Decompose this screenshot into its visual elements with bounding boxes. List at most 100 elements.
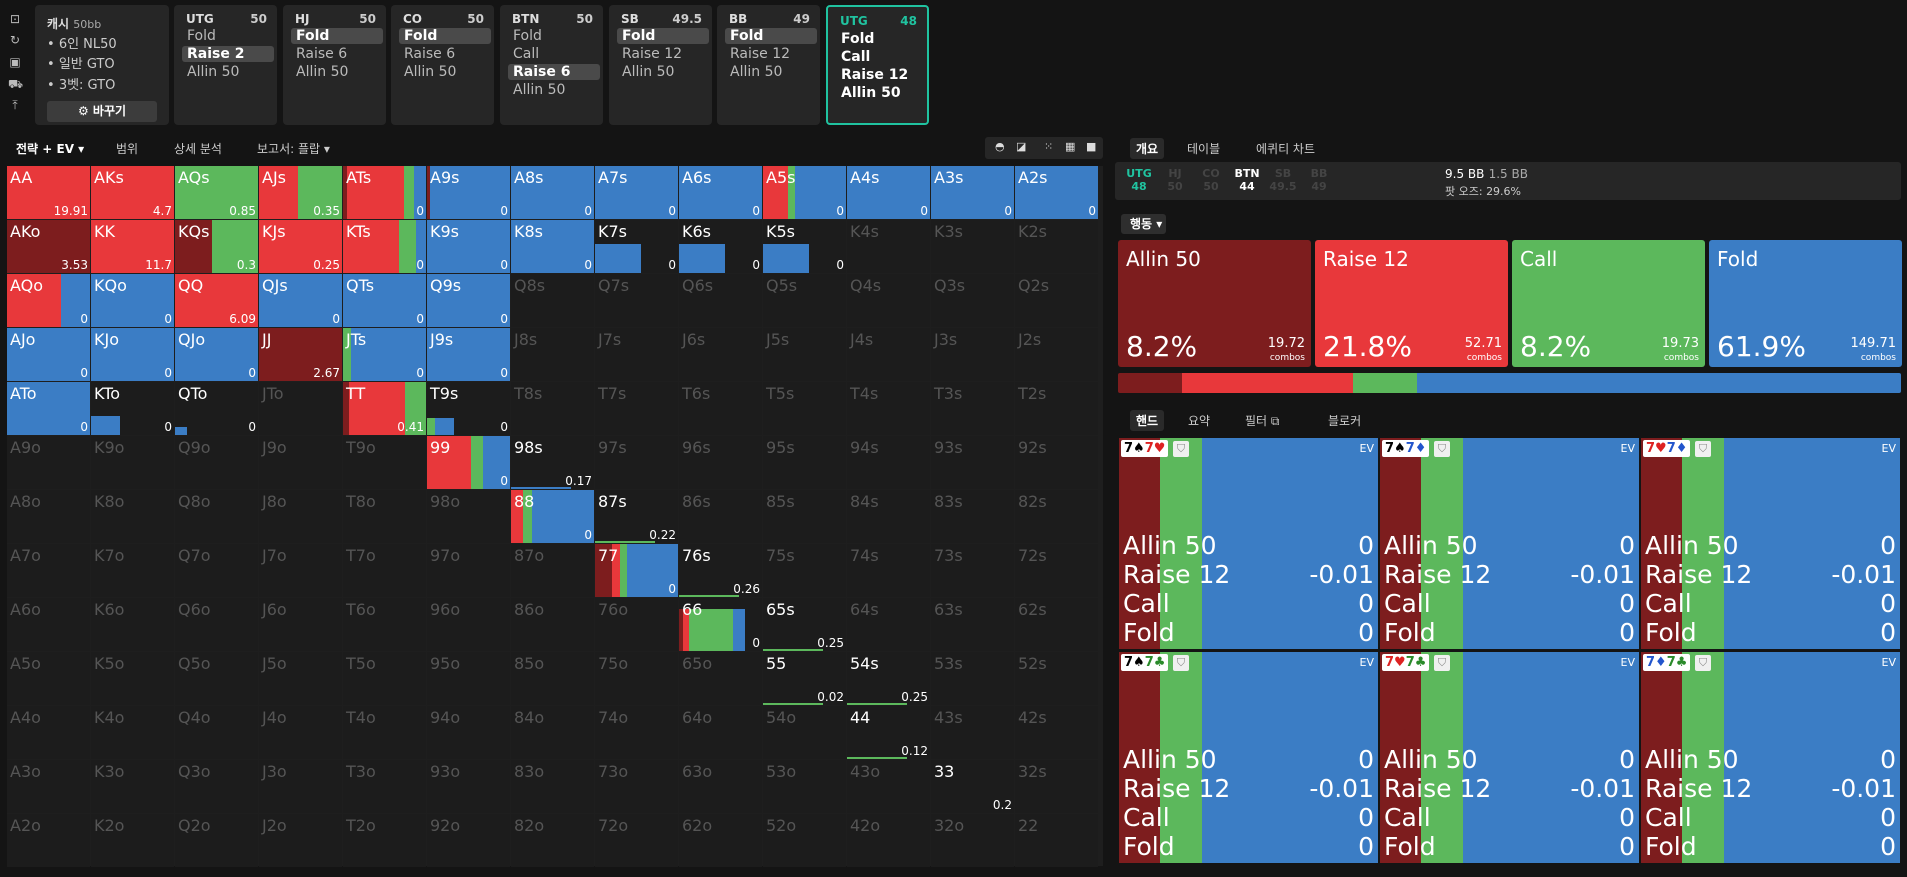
hand-cell-Q5s[interactable]: Q5s xyxy=(763,274,846,327)
hand-cell-K5o[interactable]: K5o xyxy=(91,652,174,705)
hand-cell-74s[interactable]: 74s xyxy=(847,544,930,597)
hand-cell-Q9o[interactable]: Q9o xyxy=(175,436,258,489)
hand-cell-42s[interactable]: 42s xyxy=(1015,706,1098,759)
action-option[interactable]: Raise 12 xyxy=(622,46,683,62)
hand-cell-A4o[interactable]: A4o xyxy=(7,706,90,759)
hand-cell-A3s[interactable]: A3s 0 xyxy=(931,166,1014,219)
hand-cell-QJo[interactable]: QJo 0 xyxy=(175,328,258,381)
hand-cell-84s[interactable]: 84s xyxy=(847,490,930,543)
hand-cell-83o[interactable]: 83o xyxy=(511,760,594,813)
hand-cell-95o[interactable]: 95o xyxy=(427,652,510,705)
position-panel-utg[interactable]: UTG 48 Fold Call Raise 12 Allin 50 xyxy=(826,5,929,125)
hand-cell-J7s[interactable]: J7s xyxy=(595,328,678,381)
car-icon[interactable]: ⛟ xyxy=(8,77,24,91)
hand-cell-94s[interactable]: 94s xyxy=(847,436,930,489)
hand-cell-J4s[interactable]: J4s xyxy=(847,328,930,381)
hand-cell-QJs[interactable]: QJs 0 xyxy=(259,274,342,327)
shield-icon[interactable]: ⛉ xyxy=(1173,441,1189,457)
tab-hands[interactable]: 핸드 xyxy=(1130,410,1165,431)
hand-cell-75s[interactable]: 75s xyxy=(763,544,846,597)
hand-cell-94o[interactable]: 94o xyxy=(427,706,510,759)
hand-cell-87o[interactable]: 87o xyxy=(511,544,594,597)
hand-cell-Q3o[interactable]: Q3o xyxy=(175,760,258,813)
hand-combo[interactable]: 7♠7♥ ⛉ EV Allin 50 0 Raise 12 -0.01 Call 0 Fold 0 xyxy=(1119,438,1378,649)
hand-cell-T4o[interactable]: T4o xyxy=(343,706,426,759)
hand-cell-AJo[interactable]: AJo 0 xyxy=(7,328,90,381)
hand-cell-J8s[interactable]: J8s xyxy=(511,328,594,381)
hand-cell-J2s[interactable]: J2s xyxy=(1015,328,1098,381)
hand-cell-AKo[interactable]: AKo 3.53 xyxy=(7,220,90,273)
hand-cell-A8o[interactable]: A8o xyxy=(7,490,90,543)
hand-cell-KTo[interactable]: KTo 0 xyxy=(91,382,174,435)
hand-cell-84o[interactable]: 84o xyxy=(511,706,594,759)
hand-cell-KJs[interactable]: KJs 0.25 xyxy=(259,220,342,273)
seat-sb[interactable]: SB 49.5 xyxy=(1265,167,1301,193)
hand-cell-ATs[interactable]: ATs 0 xyxy=(343,166,426,219)
hand-combo[interactable]: 7♠7♣ ⛉ EV Allin 50 0 Raise 12 -0.01 Call 0 Fold 0 xyxy=(1119,652,1378,863)
hand-cell-62o[interactable]: 62o xyxy=(679,814,762,867)
upload-icon[interactable]: ⤒ xyxy=(12,98,18,112)
hand-cell-A7s[interactable]: A7s 0 xyxy=(595,166,678,219)
action-option[interactable]: Raise 12 xyxy=(841,67,909,83)
action-option[interactable]: Allin 50 xyxy=(187,64,240,80)
hand-cell-K3s[interactable]: K3s xyxy=(931,220,1014,273)
hand-cell-43o[interactable]: 43o xyxy=(847,760,930,813)
hand-cell-J8o[interactable]: J8o xyxy=(259,490,342,543)
hand-cell-K7o[interactable]: K7o xyxy=(91,544,174,597)
action-dropdown[interactable]: 행동 ▾ xyxy=(1121,214,1166,234)
hand-cell-JTs[interactable]: JTs 0 xyxy=(343,328,426,381)
hand-cell-98o[interactable]: 98o xyxy=(427,490,510,543)
hand-cell-K4s[interactable]: K4s xyxy=(847,220,930,273)
hand-cell-J2o[interactable]: J2o xyxy=(259,814,342,867)
action-option[interactable]: Fold xyxy=(513,28,542,44)
hand-cell-K2o[interactable]: K2o xyxy=(91,814,174,867)
hand-combo[interactable]: 7♥7♦ ⛉ EV Allin 50 0 Raise 12 -0.01 Call 0 Fold 0 xyxy=(1641,438,1900,649)
tab-blockers[interactable]: 블로커 xyxy=(1328,414,1362,428)
hand-cell-96s[interactable]: 96s xyxy=(679,436,762,489)
hand-cell-J9o[interactable]: J9o xyxy=(259,436,342,489)
tab-summary[interactable]: 요약 xyxy=(1188,414,1211,428)
shield-icon[interactable]: ⛉ xyxy=(1434,441,1450,457)
hand-cell-A2o[interactable]: A2o xyxy=(7,814,90,867)
seat-hj[interactable]: HJ 50 xyxy=(1157,167,1193,193)
hand-cell-A4s[interactable]: A4s 0 xyxy=(847,166,930,219)
hand-cell-85o[interactable]: 85o xyxy=(511,652,594,705)
hand-cell-J5s[interactable]: J5s xyxy=(763,328,846,381)
hand-cell-T3o[interactable]: T3o xyxy=(343,760,426,813)
hand-cell-J3s[interactable]: J3s xyxy=(931,328,1014,381)
action-box-call[interactable]: Call 8.2% 19.73 combos xyxy=(1512,240,1705,367)
hand-cell-AKs[interactable]: AKs 4.7 xyxy=(91,166,174,219)
hand-cell-52o[interactable]: 52o xyxy=(763,814,846,867)
hand-cell-96o[interactable]: 96o xyxy=(427,598,510,651)
hand-cell-AQo[interactable]: AQo 0 xyxy=(7,274,90,327)
hand-cell-66[interactable]: 66 0 xyxy=(679,598,762,651)
hand-cell-K6s[interactable]: K6s 0 xyxy=(679,220,762,273)
hand-cell-73s[interactable]: 73s xyxy=(931,544,1014,597)
hand-cell-J6s[interactable]: J6s xyxy=(679,328,762,381)
hand-cell-43s[interactable]: 43s xyxy=(931,706,1014,759)
shield-icon[interactable]: ⛉ xyxy=(1695,441,1711,457)
hand-cell-52s[interactable]: 52s xyxy=(1015,652,1098,705)
tab-detailed-analysis[interactable]: 상세 분석 xyxy=(174,142,222,156)
position-panel-utg[interactable]: UTG 50 Fold Raise 2 Allin 50 xyxy=(174,5,277,125)
hand-cell-KJo[interactable]: KJo 0 xyxy=(91,328,174,381)
action-option[interactable]: Allin 50 xyxy=(404,64,457,80)
action-option[interactable]: Allin 50 xyxy=(296,64,349,80)
action-option[interactable]: Fold xyxy=(617,28,709,44)
hand-cell-82o[interactable]: 82o xyxy=(511,814,594,867)
hand-cell-A3o[interactable]: A3o xyxy=(7,760,90,813)
hand-cell-63s[interactable]: 63s xyxy=(931,598,1014,651)
shield-icon[interactable]: ⛉ xyxy=(1695,655,1711,671)
hand-cell-86o[interactable]: 86o xyxy=(511,598,594,651)
hand-cell-A8s[interactable]: A8s 0 xyxy=(511,166,594,219)
hand-cell-Q7s[interactable]: Q7s xyxy=(595,274,678,327)
hand-cell-98s[interactable]: 98s 0.17 xyxy=(511,436,594,489)
hand-cell-T3s[interactable]: T3s xyxy=(931,382,1014,435)
hand-cell-53o[interactable]: 53o xyxy=(763,760,846,813)
hand-cell-54s[interactable]: 54s 0.25 xyxy=(847,652,930,705)
small-grid-icon[interactable]: ⁙ xyxy=(1044,140,1054,153)
hand-cell-K6o[interactable]: K6o xyxy=(91,598,174,651)
action-option[interactable]: Fold xyxy=(291,28,383,44)
hand-cell-87s[interactable]: 87s 0.22 xyxy=(595,490,678,543)
contrast-icon[interactable]: ◪ xyxy=(1016,140,1027,153)
